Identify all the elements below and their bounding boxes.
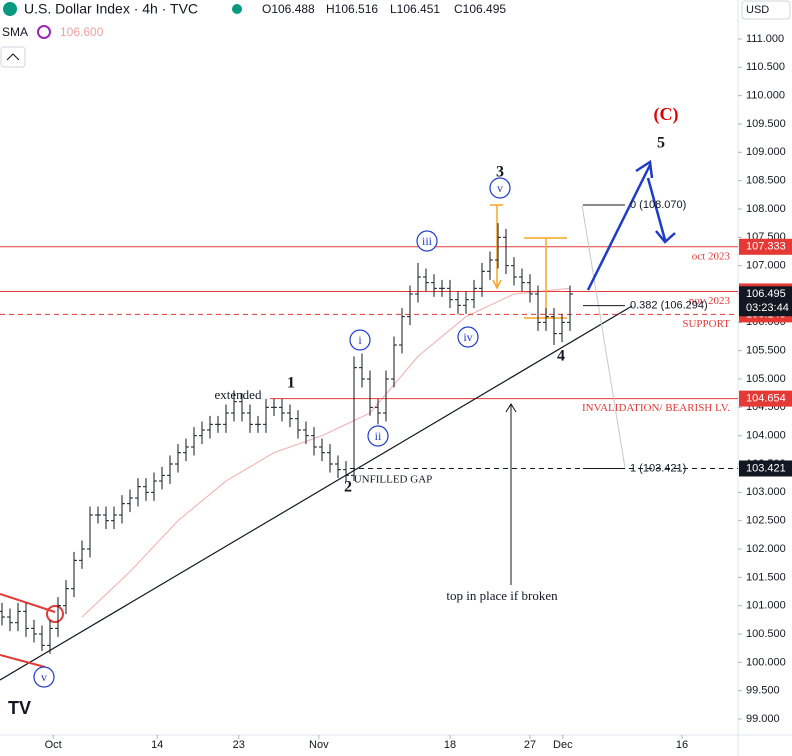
y-tick-label: 100.500 [746, 628, 786, 640]
annotation: 5 [657, 135, 665, 152]
sma-value: 106.600 [60, 25, 104, 39]
x-tick-label: Oct [45, 739, 62, 751]
y-tick-label: 110.000 [746, 90, 785, 102]
x-tick-label: Nov [309, 739, 329, 751]
wave-label: i [358, 333, 362, 347]
level-text: INVALIDATION/ BEARISH LV. [582, 402, 730, 414]
y-tick-label: 109.000 [746, 146, 786, 158]
y-tick-label: 100.000 [746, 656, 786, 668]
wave-circle [489, 177, 511, 199]
y-tick-label: 105.000 [746, 373, 786, 385]
y-tick-label: 101.500 [746, 571, 786, 583]
red-line [0, 593, 56, 613]
price-label-bg [739, 390, 792, 407]
trendline [0, 305, 633, 681]
x-tick-label: 23 [233, 739, 245, 751]
annotation: 4 [557, 348, 565, 365]
x-tick-label: 14 [151, 739, 163, 751]
y-tick-label: 99.500 [746, 685, 780, 697]
wave-circle [367, 425, 389, 447]
price-label: 104.654 [746, 393, 786, 405]
x-tick-label: 27 [524, 739, 536, 751]
annotation: UNFILLED GAP [354, 474, 433, 486]
y-tick-label: 101.000 [746, 600, 786, 612]
annotation: 1 [287, 375, 295, 392]
y-tick-label: 107.000 [746, 260, 786, 272]
last-price: 106.495 [746, 288, 786, 300]
price-label: 107.333 [746, 241, 786, 253]
wave-label: ii [375, 429, 382, 443]
ohlc-value: L106.451 [390, 2, 440, 16]
annotation: 3 [496, 164, 504, 181]
blue-arrow [646, 177, 676, 244]
wave-label: v [497, 181, 503, 195]
currency: USD [746, 4, 769, 16]
y-tick-label: 108.500 [746, 175, 786, 187]
y-tick-label: 103.000 [746, 486, 786, 498]
wave-circle [33, 666, 55, 688]
y-tick-label: 104.000 [746, 430, 786, 442]
y-tick-label: 102.000 [746, 543, 786, 555]
wave-label: iii [422, 234, 433, 248]
ohlc-value: O106.488 [262, 2, 315, 16]
level-text: SUPPORT [682, 318, 730, 330]
last-price-bg [739, 286, 792, 317]
header: U.S. Dollar Index · 4h · TVC USD TV O106… [0, 0, 791, 718]
orange-measure [490, 204, 503, 290]
annotation: top in place if broken [446, 588, 558, 603]
x-tick-label: 16 [676, 739, 688, 751]
wave-circle [349, 329, 371, 351]
wave-circle [457, 326, 479, 348]
sma-name: SMA [2, 25, 28, 39]
collapse-icon [6, 53, 20, 61]
symbol-icon [3, 2, 17, 16]
sma-icon [37, 25, 51, 39]
y-tick-label: 111.000 [746, 33, 784, 45]
y-tick-label: 110.500 [746, 61, 785, 73]
y-tick-label: 99.000 [746, 713, 780, 725]
level-text: oct 2023 [692, 250, 731, 262]
plot: oct 2023 nov 2023 SUPPORT INVALIDATION/ BEA… [0, 104, 738, 688]
level-text: nov 2023 [689, 295, 731, 307]
fib-diagonal [581, 204, 626, 469]
arrow-up [505, 403, 517, 585]
price-label-bg [739, 460, 792, 477]
ohlc-value: C106.495 [454, 2, 506, 16]
collapse-button[interactable] [0, 46, 26, 68]
currency-box[interactable] [741, 0, 791, 20]
annotation: extended [215, 387, 262, 402]
fib-label: 0.382 (106.294) [630, 300, 708, 312]
annotation: 2 [344, 479, 352, 496]
x-tick-label: 18 [444, 739, 456, 751]
red-line [0, 654, 46, 668]
price-label: 103.421 [746, 462, 786, 474]
wave-label: v [41, 670, 47, 684]
price-label-bg [739, 238, 792, 255]
ohlc-value: H106.516 [326, 2, 378, 16]
sma-line [81, 287, 571, 618]
logo: TV [8, 698, 31, 718]
blue-arrow [586, 159, 654, 291]
y-tick-label: 102.500 [746, 515, 786, 527]
wave-label: iv [463, 330, 472, 344]
y-tick-label: 109.500 [746, 118, 786, 130]
fib-label: 1 (103.421) [630, 462, 686, 474]
symbol-title: U.S. Dollar Index · 4h · TVC [24, 1, 198, 17]
x-tick-label: Dec [553, 739, 573, 751]
annotation: (C) [654, 104, 679, 125]
red-circle [46, 605, 64, 623]
wave-circle [416, 230, 438, 252]
fib-label: 0 (108.070) [630, 199, 686, 211]
status-dot [232, 4, 242, 14]
countdown: 03:23:44 [746, 302, 789, 314]
y-tick-label: 108.000 [746, 203, 786, 215]
y-tick-label: 105.500 [746, 345, 786, 357]
